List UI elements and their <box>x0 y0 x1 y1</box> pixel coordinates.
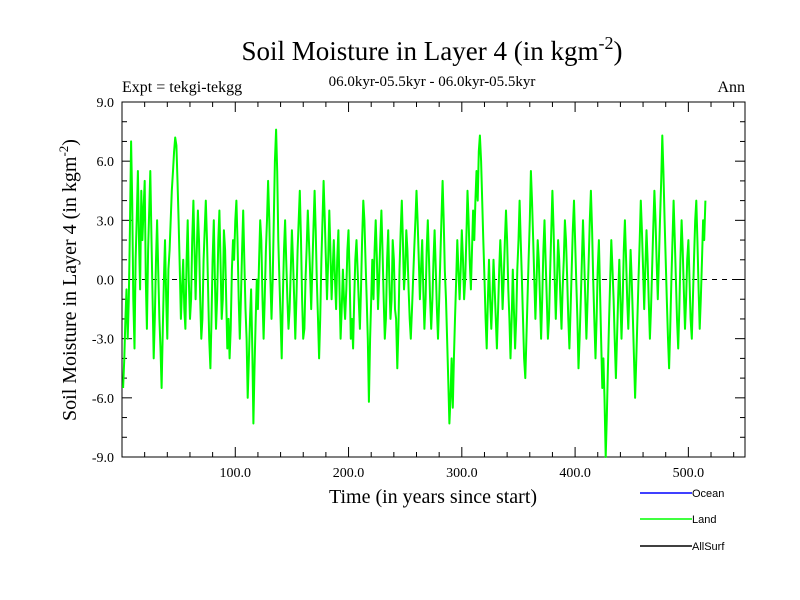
chart-title: Soil Moisture in Layer 4 (in kgm-2) <box>242 33 623 66</box>
axis-ticks <box>122 101 745 458</box>
x-tick-label: 500.0 <box>673 466 705 481</box>
x-tick-label: 200.0 <box>333 466 365 481</box>
experiment-label: Expt = tekgi-tekgg <box>122 79 242 96</box>
axis-tick-labels: 9.0 6.0 3.0 0.0 -3.0 -6.0 -9.0 100.0 200.0 300.0 4… <box>92 96 704 481</box>
legend-label-ocean: Ocean <box>692 488 724 500</box>
y-tick-label: -3.0 <box>92 333 114 348</box>
x-axis-label: Time (in years since start) <box>329 486 537 508</box>
legend: Ocean Land AllSurf <box>640 488 725 553</box>
land-series-line <box>122 128 707 458</box>
x-tick-label: 400.0 <box>559 466 591 481</box>
x-tick-label: 100.0 <box>220 466 252 481</box>
period-label: 06.0kyr-05.5kyr - 06.0kyr-05.5kyr <box>329 74 536 90</box>
legend-label-land: Land <box>692 514 716 526</box>
y-tick-label: -9.0 <box>92 451 114 466</box>
y-tick-label: -6.0 <box>92 392 114 407</box>
y-axis-label: Soil Moisture in Layer 4 (in kgm-2) <box>56 139 81 421</box>
y-tick-label: 3.0 <box>97 214 115 229</box>
y-tick-label: 0.0 <box>97 274 115 289</box>
season-label: Ann <box>717 79 745 96</box>
y-tick-label: 9.0 <box>97 96 115 111</box>
x-tick-label: 300.0 <box>446 466 478 481</box>
legend-label-allsurf: AllSurf <box>692 541 725 553</box>
y-tick-label: 6.0 <box>97 155 115 170</box>
